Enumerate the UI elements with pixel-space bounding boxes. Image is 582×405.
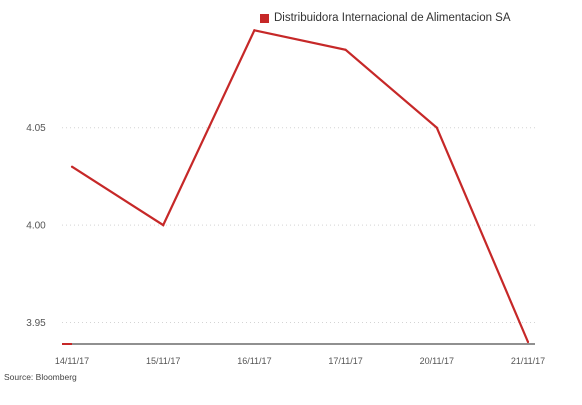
y-tick-label: 3.95 (26, 318, 46, 329)
data-point (526, 340, 530, 344)
legend: Distribuidora Internacional de Alimentac… (260, 12, 511, 24)
x-tick-label: 20/11/17 (420, 356, 454, 366)
data-point (70, 165, 74, 168)
x-tick-label: 14/11/17 (55, 356, 89, 366)
x-tick-label: 15/11/17 (146, 356, 180, 366)
x-tick-label: 17/11/17 (328, 356, 362, 366)
legend-label: Distribuidora Internacional de Alimentac… (274, 12, 511, 24)
data-point (162, 224, 165, 227)
data-point (344, 48, 347, 51)
x-tick-label: 16/11/17 (237, 356, 271, 366)
y-tick-label: 4.05 (26, 123, 46, 134)
data-point (253, 29, 256, 32)
source-note: Source: Bloomberg (4, 372, 77, 382)
legend-swatch (260, 13, 269, 23)
data-point (435, 126, 438, 129)
x-tick-label: 21/11/17 (511, 356, 545, 366)
y-tick-label: 4.00 (26, 221, 46, 232)
series-line (71, 29, 530, 343)
